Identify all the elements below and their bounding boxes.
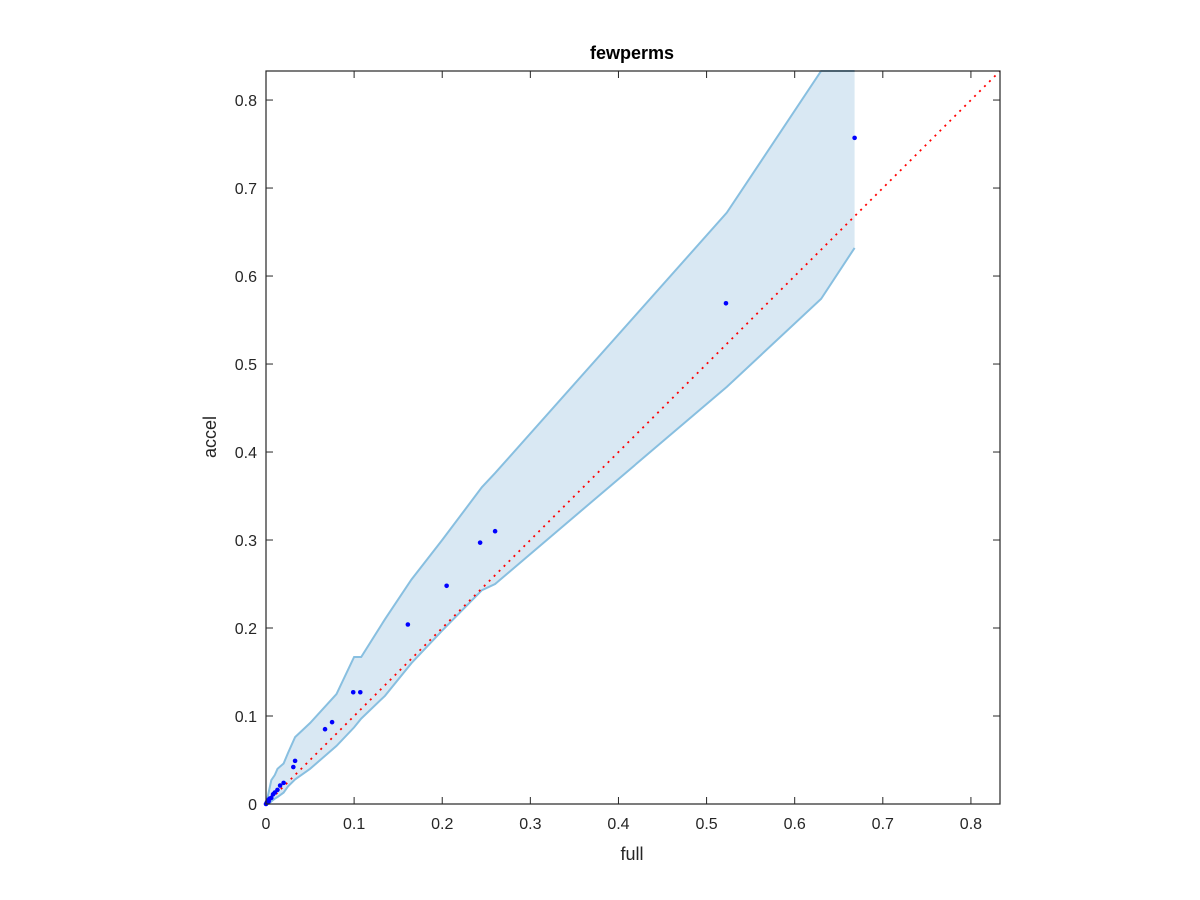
x-tick-label: 0.6 bbox=[784, 816, 806, 833]
data-point bbox=[723, 301, 729, 306]
x-tick-label: 0.5 bbox=[695, 816, 717, 833]
data-point bbox=[405, 622, 411, 627]
x-tick-label: 0.1 bbox=[343, 816, 365, 833]
axes-frame bbox=[265, 70, 1001, 805]
y-tick-label: 0.7 bbox=[235, 181, 257, 198]
x-axis-ticks: 0 0.1 0.2 0.3 0.4 0.5 0.6 0.7 0.8 bbox=[262, 71, 982, 833]
chart-title: fewperms bbox=[590, 43, 674, 63]
data-point bbox=[268, 795, 274, 801]
y-tick-label: 0.2 bbox=[235, 621, 257, 638]
confidence-band-layer bbox=[265, 70, 856, 805]
band-lower-edge bbox=[266, 247, 856, 805]
x-tick-label: 0.3 bbox=[519, 816, 541, 833]
y-axis-ticks: 0 0.1 0.2 0.3 0.4 0.5 0.6 0.7 0.8 bbox=[235, 93, 1000, 814]
data-point bbox=[444, 583, 449, 589]
y-tick-label: 0.1 bbox=[235, 709, 257, 726]
x-tick-label: 0.2 bbox=[431, 816, 453, 833]
reference-line-layer bbox=[265, 70, 1001, 805]
data-point bbox=[492, 528, 498, 534]
y-tick-label: 0.8 bbox=[235, 93, 257, 110]
x-tick-label: 0.7 bbox=[872, 816, 894, 833]
y-tick-label: 0.4 bbox=[235, 445, 257, 462]
y-tick-label: 0.6 bbox=[235, 269, 257, 286]
x-tick-label: 0.4 bbox=[607, 816, 629, 833]
data-point bbox=[329, 719, 335, 725]
plot-frame bbox=[265, 70, 1001, 805]
data-point bbox=[292, 758, 298, 764]
x-axis-title: full bbox=[620, 844, 643, 864]
data-point bbox=[275, 787, 280, 793]
y-tick-label: 0 bbox=[248, 797, 257, 814]
y-tick-label: 0.3 bbox=[235, 533, 257, 550]
y-tick-label: 0.5 bbox=[235, 357, 257, 374]
data-point bbox=[322, 726, 328, 732]
data-point bbox=[291, 764, 296, 770]
data-point bbox=[277, 783, 283, 788]
data-point bbox=[350, 689, 356, 695]
reference-line bbox=[265, 70, 1001, 805]
x-tick-label: 0 bbox=[262, 816, 271, 833]
data-point bbox=[357, 689, 363, 695]
confidence-band-fill bbox=[266, 71, 855, 804]
data-point bbox=[281, 780, 286, 786]
y-axis-title: accel bbox=[200, 416, 220, 458]
data-point bbox=[852, 135, 857, 141]
data-point bbox=[477, 540, 483, 545]
band-upper-edge bbox=[265, 70, 855, 805]
x-tick-label: 0.8 bbox=[960, 816, 982, 833]
